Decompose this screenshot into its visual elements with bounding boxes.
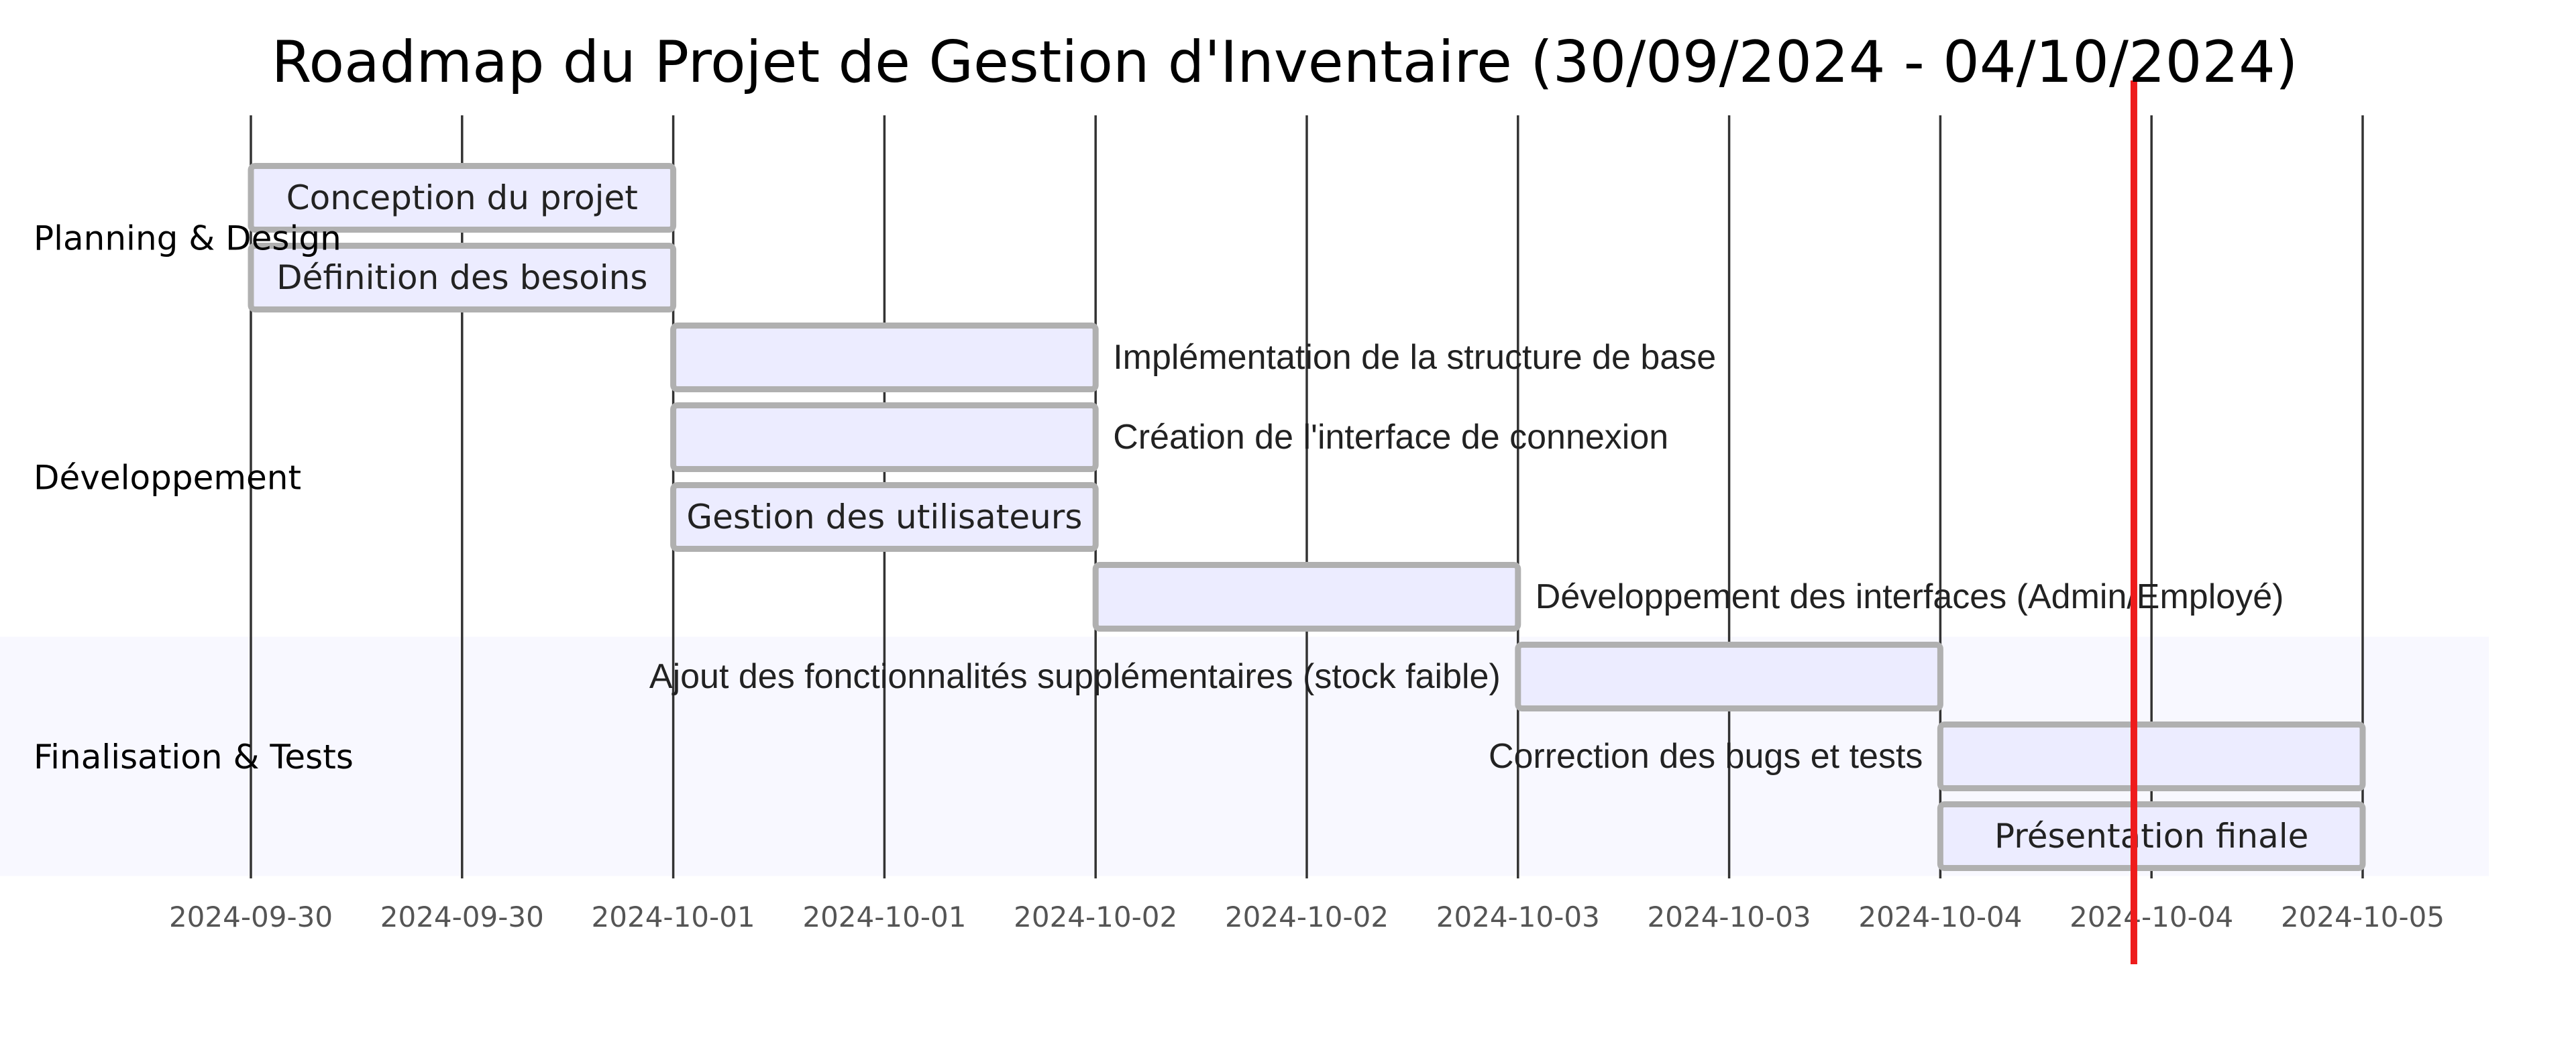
task-bar [1515,642,1943,711]
section-label: Planning & Design [34,219,341,258]
task-bar [670,482,1099,552]
task-label: Présentation finale [1994,817,2308,856]
task-label: Correction des bugs et tests [1489,737,1923,776]
task-bar [670,323,1099,392]
chart-title: Roadmap du Projet de Gestion d'Inventair… [272,29,2298,96]
x-tick-label: 2024-10-05 [2281,901,2445,933]
task-bar [248,163,677,233]
task-label: Conception du projet [286,178,638,217]
x-tick-label: 2024-09-30 [169,901,333,933]
task-label: Ajout des fonctionnalités supplémentaire… [649,657,1501,696]
x-tick-label: 2024-10-02 [1014,901,1177,933]
task-bar [1092,562,1521,632]
task-bars [248,163,2366,871]
task-labels: Conception du projet Définition des besoi… [276,178,2308,856]
task-bar [248,243,677,312]
x-tick-label: 2024-10-01 [592,901,755,933]
task-bar [1937,722,2366,791]
task-bar [670,402,1099,472]
task-bar [1937,801,2366,871]
task-label: Définition des besoins [276,258,647,297]
section-label: Développement [34,459,301,498]
x-tick-label: 2024-10-02 [1225,901,1389,933]
x-tick-label: 2024-10-03 [1436,901,1600,933]
x-tick-label: 2024-10-03 [1648,901,1811,933]
x-tick-label: 2024-10-04 [2070,901,2233,933]
x-axis-tick-labels: 2024-09-30 2024-09-30 2024-10-01 2024-10-01… [169,901,2445,933]
task-label: Création de l'interface de connexion [1113,418,1668,457]
section-label: Finalisation & Tests [34,738,354,776]
task-label: Développement des interfaces (Admin/Empl… [1536,577,2284,616]
section-labels: Planning & Design Développement Finalisati… [34,219,354,777]
x-tick-label: 2024-10-04 [1858,901,2022,933]
x-tick-label: 2024-10-01 [802,901,966,933]
x-tick-label: 2024-09-30 [380,901,544,933]
task-label: Gestion des utilisateurs [686,498,1082,536]
task-label: Implémentation de la structure de base [1113,338,1716,377]
